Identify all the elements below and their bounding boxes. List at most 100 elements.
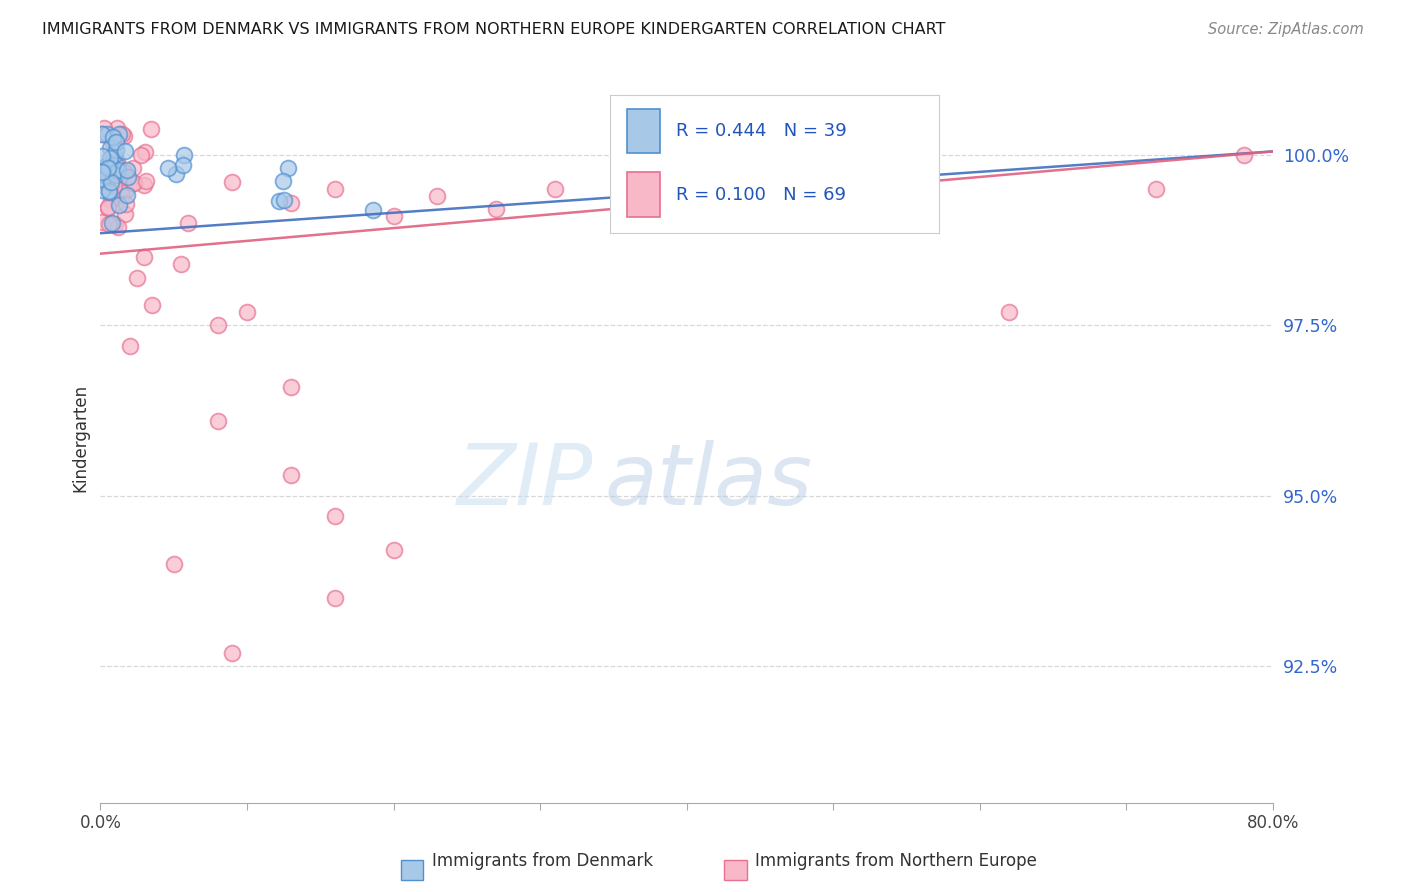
Y-axis label: Kindergarten: Kindergarten	[72, 384, 89, 491]
Point	[98, 141, 121, 155]
Point	[134, 250, 156, 264]
Point	[104, 158, 127, 172]
Point	[100, 193, 122, 207]
Point	[221, 175, 243, 189]
Point	[170, 257, 193, 271]
Point	[107, 220, 129, 235]
Point	[135, 173, 157, 187]
Point	[114, 207, 136, 221]
Point	[98, 217, 121, 231]
Point	[114, 183, 136, 197]
Point	[111, 128, 134, 142]
Point	[269, 194, 291, 208]
Point	[125, 270, 148, 285]
Point	[112, 129, 135, 144]
Point	[280, 379, 302, 393]
Text: ZIP: ZIP	[457, 440, 593, 523]
Point	[273, 193, 295, 207]
Point	[90, 149, 112, 163]
Point	[96, 173, 118, 187]
Point	[132, 178, 155, 193]
Point	[104, 165, 127, 179]
Point	[323, 509, 346, 524]
Point	[382, 209, 405, 223]
Point	[704, 195, 727, 210]
Text: Source: ZipAtlas.com: Source: ZipAtlas.com	[1208, 22, 1364, 37]
Point	[90, 215, 112, 229]
Point	[172, 158, 194, 172]
Point	[177, 216, 200, 230]
Point	[207, 414, 229, 428]
Point	[93, 120, 115, 135]
Point	[96, 128, 118, 142]
Point	[1144, 182, 1167, 196]
Point	[117, 187, 139, 202]
Point	[105, 168, 128, 182]
Point	[100, 177, 122, 191]
Text: Immigrants from Northern Europe: Immigrants from Northern Europe	[755, 852, 1036, 870]
Point	[104, 135, 127, 149]
Point	[108, 170, 131, 185]
Point	[117, 169, 139, 184]
Point	[97, 171, 120, 186]
Point	[323, 182, 346, 196]
Point	[100, 172, 122, 186]
Point	[100, 161, 122, 176]
Point	[221, 646, 243, 660]
Point	[97, 184, 120, 198]
Point	[101, 161, 124, 176]
Point	[105, 120, 128, 135]
Point	[166, 168, 188, 182]
Point	[280, 195, 302, 210]
Point	[103, 129, 125, 144]
Point	[96, 160, 118, 174]
Point	[998, 304, 1021, 318]
Point	[156, 161, 179, 175]
Point	[103, 148, 125, 162]
Point	[139, 122, 162, 136]
Point	[1233, 148, 1256, 162]
Point	[96, 159, 118, 173]
Point	[104, 153, 127, 167]
Point	[141, 298, 163, 312]
Point	[104, 143, 127, 157]
Point	[91, 128, 114, 142]
Point	[271, 173, 294, 187]
Point	[485, 202, 508, 217]
Point	[100, 156, 122, 170]
Point	[426, 188, 449, 202]
Point	[96, 159, 118, 173]
Point	[122, 176, 145, 190]
Point	[101, 216, 124, 230]
Text: Immigrants from Denmark: Immigrants from Denmark	[432, 852, 652, 870]
Point	[100, 175, 122, 189]
Point	[105, 154, 128, 169]
Point	[96, 164, 118, 178]
Point	[104, 158, 127, 172]
Text: atlas: atlas	[605, 440, 813, 523]
Point	[207, 318, 229, 333]
Point	[90, 183, 112, 197]
Point	[823, 216, 845, 230]
Point	[101, 136, 124, 150]
Point	[361, 202, 384, 217]
Text: IMMIGRANTS FROM DENMARK VS IMMIGRANTS FROM NORTHERN EUROPE KINDERGARTEN CORRELAT: IMMIGRANTS FROM DENMARK VS IMMIGRANTS FR…	[42, 22, 946, 37]
Point	[277, 161, 299, 176]
Point	[382, 543, 405, 558]
Point	[122, 177, 145, 191]
Point	[90, 165, 112, 179]
Point	[115, 197, 138, 211]
Point	[97, 201, 120, 215]
Point	[104, 218, 127, 232]
Point	[90, 172, 112, 186]
Point	[134, 145, 156, 160]
Point	[118, 339, 141, 353]
Point	[115, 163, 138, 178]
Point	[93, 174, 115, 188]
Point	[280, 468, 302, 483]
Point	[103, 178, 125, 193]
Point	[162, 557, 184, 571]
Point	[544, 182, 567, 196]
Point	[108, 128, 131, 142]
Point	[112, 165, 135, 179]
